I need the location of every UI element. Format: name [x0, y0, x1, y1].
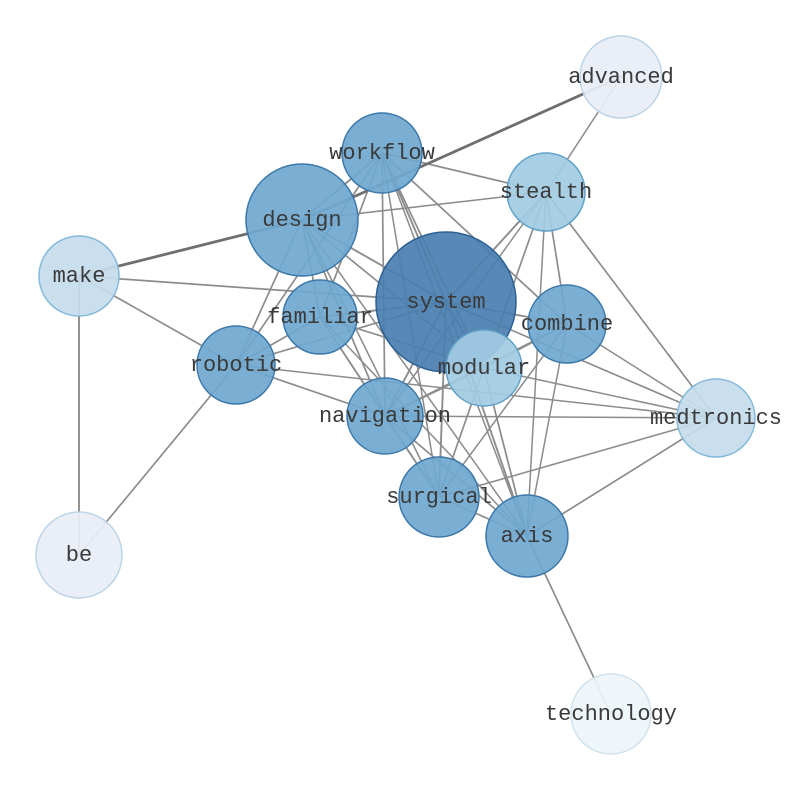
svg-text:medtronics: medtronics: [650, 406, 782, 431]
svg-text:technology: technology: [545, 702, 677, 727]
svg-text:familiar: familiar: [267, 305, 373, 330]
svg-text:design: design: [262, 208, 341, 233]
svg-text:axis: axis: [501, 524, 554, 549]
svg-text:be: be: [66, 543, 92, 568]
svg-text:navigation: navigation: [319, 404, 451, 429]
svg-text:advanced: advanced: [568, 65, 674, 90]
svg-text:robotic: robotic: [190, 353, 282, 378]
svg-text:combine: combine: [521, 312, 613, 337]
svg-text:modular: modular: [438, 356, 530, 381]
svg-text:make: make: [53, 264, 106, 289]
svg-text:system: system: [406, 290, 485, 315]
svg-text:workflow: workflow: [329, 141, 435, 166]
svg-text:surgical: surgical: [386, 485, 492, 510]
svg-text:stealth: stealth: [500, 180, 592, 205]
